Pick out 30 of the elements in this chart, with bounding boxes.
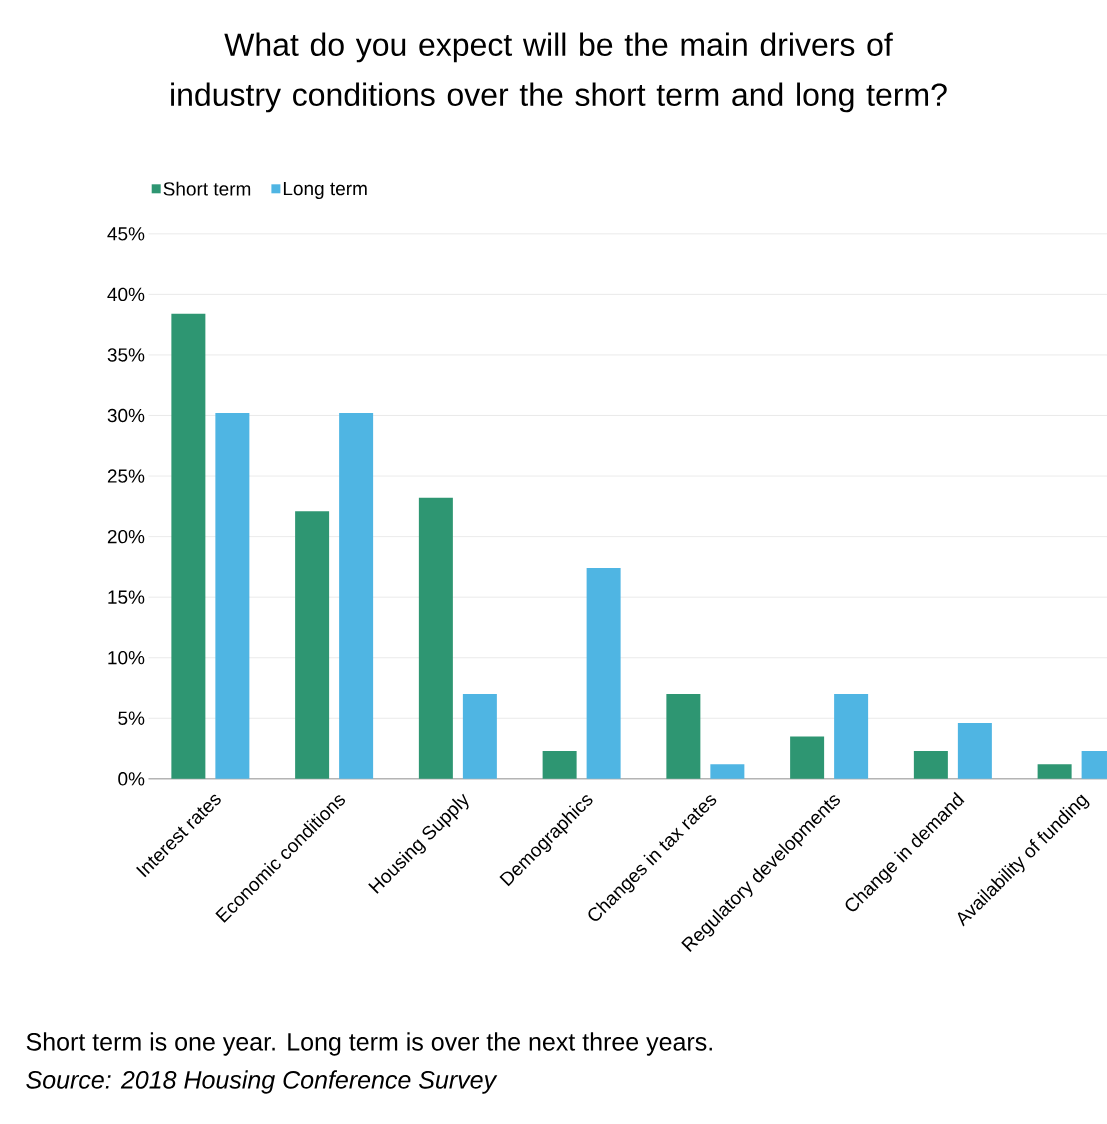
y-tick-label: 25% — [107, 469, 145, 483]
y-tick-label: 15% — [108, 590, 145, 604]
legend-label: Long term — [283, 182, 367, 200]
bar — [171, 313, 206, 779]
bar — [462, 694, 497, 779]
bar — [913, 750, 948, 779]
y-tick-label: 10% — [108, 650, 145, 665]
y-tick-label: 0% — [118, 772, 145, 786]
text: Short term is one year. Long term is over the next three years. — [26, 1032, 712, 1056]
y-tick-label: 35% — [107, 348, 145, 362]
bar — [710, 764, 745, 779]
y-tick-label: 45% — [107, 227, 145, 241]
bar — [957, 723, 992, 779]
chart-title: What do you expect will be the main drivers of industry conditions over the short term and long term? — [171, 32, 947, 113]
text: Source: 2018 Housing Conference Survey — [26, 1070, 498, 1094]
bar — [339, 413, 374, 779]
bar — [295, 511, 330, 779]
y-tick-label: 20% — [107, 529, 145, 544]
y-tick-label: 30% — [107, 408, 145, 423]
bar — [666, 694, 701, 779]
bar — [215, 413, 250, 779]
bar — [1037, 764, 1072, 779]
bar — [586, 568, 621, 779]
bar — [542, 750, 577, 779]
legend-label: Short term — [163, 181, 251, 196]
y-tick-label: 40% — [107, 287, 145, 302]
bar — [790, 736, 825, 779]
bar — [834, 694, 869, 779]
y-tick-label: 5% — [118, 711, 145, 725]
bar — [418, 497, 453, 779]
